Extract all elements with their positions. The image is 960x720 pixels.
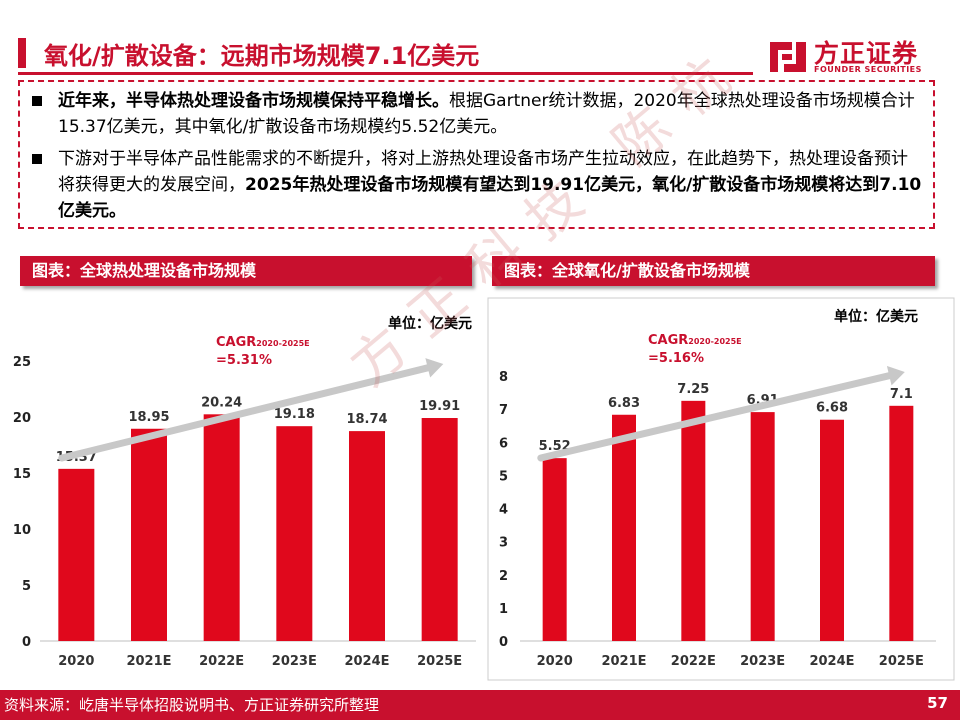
y-tick-label: 0 (499, 635, 508, 650)
x-tick-label: 2020 (537, 654, 573, 669)
title-accent-bar (18, 38, 26, 68)
page-number: 57 (927, 694, 948, 712)
x-tick-label: 2025E (879, 654, 924, 669)
y-tick-label: 7 (499, 403, 508, 418)
bar (421, 418, 458, 641)
trend-arrow-head (425, 358, 444, 378)
bullet-1-bold-text: 近年来，半导体热处理设备市场规模保持平稳增长。 (58, 91, 449, 111)
bar-value-label: 19.91 (419, 399, 460, 414)
chart-1-header: 图表：全球热处理设备市场规模 (20, 256, 472, 286)
bar-value-label: 6.68 (816, 401, 848, 416)
bar-value-label: 18.95 (128, 410, 169, 425)
slide-title: 氧化/扩散设备：远期市场规模7.1亿美元 (44, 42, 480, 70)
x-tick-label: 2021E (601, 654, 646, 669)
bullet-2-bold-text: 2025年热处理设备市场规模有望达到19.91亿美元，氧化/扩散设备市场规模将达… (58, 175, 922, 221)
y-tick-label: 0 (22, 635, 31, 650)
bar (820, 419, 844, 641)
bar (889, 405, 914, 641)
bar (681, 400, 706, 641)
unit-label: 单位：亿美元 (388, 315, 472, 332)
bar (203, 414, 240, 641)
y-tick-label: 15 (13, 467, 31, 482)
unit-label: 单位：亿美元 (834, 308, 918, 325)
trend-arrow-head (886, 365, 905, 386)
footer-bar: 资料来源：屹唐半导体招股说明书、方正证券研究所整理 57 (0, 690, 960, 720)
y-tick-label: 2 (499, 569, 508, 584)
x-tick-label: 2022E (199, 654, 244, 669)
cagr-value: =5.31% (216, 353, 272, 368)
chart-2-header: 图表：全球氧化/扩散设备市场规模 (492, 256, 935, 286)
summary-bullet-2: 下游对于半导体产品性能需求的不断提升，将对上游热处理设备市场产生拉动效应，在此趋… (32, 146, 922, 224)
y-tick-label: 10 (13, 523, 31, 538)
y-tick-label: 1 (499, 602, 508, 617)
bar-value-label: 6.83 (608, 396, 640, 411)
trend-arrow-shaft (58, 364, 432, 462)
bar-value-label: 7.25 (677, 382, 709, 397)
x-tick-label: 2023E (740, 654, 785, 669)
bullet-square-icon (32, 96, 42, 106)
bar (349, 431, 385, 641)
bar (542, 458, 567, 641)
bar (131, 428, 167, 641)
bar-value-label: 19.18 (274, 407, 315, 422)
summary-bullet-1: 近年来，半导体热处理设备市场规模保持平稳增长。根据Gartner统计数据，202… (32, 88, 922, 140)
logo-chinese-text: 方正证券 (814, 39, 919, 68)
y-tick-label: 4 (499, 503, 508, 518)
trend-arrow-shaft (537, 372, 893, 462)
y-tick-label: 3 (499, 536, 508, 551)
chart-1-thermal-processing: 单位：亿美元051015202515.37202018.952021E20.24… (13, 315, 476, 669)
bar-value-label: 7.1 (890, 387, 913, 402)
x-tick-label: 2023E (272, 654, 317, 669)
summary-box: 近年来，半导体热处理设备市场规模保持平稳增长。根据Gartner统计数据，202… (18, 80, 935, 229)
bullet-square-icon (32, 154, 42, 164)
bar (750, 412, 775, 641)
bar-value-label: 20.24 (201, 395, 242, 410)
cagr-label: CAGR2020-2025E (216, 335, 310, 350)
bar (276, 426, 313, 641)
chart-frame (487, 297, 955, 681)
y-tick-label: 6 (499, 436, 508, 451)
title-divider (18, 72, 753, 75)
y-tick-label: 8 (499, 370, 508, 385)
y-tick-label: 5 (22, 579, 31, 594)
bar-value-label: 18.74 (346, 412, 387, 427)
y-tick-label: 20 (13, 411, 31, 426)
x-tick-label: 2024E (809, 654, 854, 669)
logo-english-text: FOUNDER SECURITIES (814, 65, 922, 74)
x-tick-label: 2025E (417, 654, 462, 669)
y-tick-label: 5 (499, 469, 508, 484)
x-tick-label: 2022E (671, 654, 716, 669)
x-tick-label: 2024E (344, 654, 389, 669)
source-note: 资料来源：屹唐半导体招股说明书、方正证券研究所整理 (4, 696, 380, 714)
y-tick-label: 25 (13, 355, 31, 370)
bullet-2-text: 下游对于半导体产品性能需求的不断提升，将对上游热处理设备市场产生拉动效应，在此趋… (58, 149, 908, 195)
bar (612, 414, 636, 641)
cagr-label: CAGR2020-2025E (648, 333, 742, 348)
founder-logo-icon (770, 42, 806, 72)
bullet-1-text: 根据Gartner统计数据，2020年全球热处理设备市场规模合计15.37亿美元… (58, 91, 915, 137)
bar (58, 468, 95, 641)
cagr-value: =5.16% (648, 351, 704, 366)
chart-2-oxidation-diffusion: 单位：亿美元0123456785.5220206.832021E7.252022… (487, 297, 955, 681)
x-tick-label: 2021E (126, 654, 171, 669)
company-logo: 方正证券 FOUNDER SECURITIES (768, 34, 940, 78)
x-tick-label: 2020 (58, 654, 94, 669)
